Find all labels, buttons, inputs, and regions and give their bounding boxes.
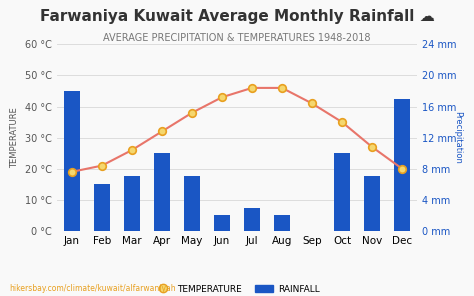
Bar [214,215,230,231]
Point [398,166,406,171]
Text: AVERAGE PRECIPITATION & TEMPERATURES 1948-2018: AVERAGE PRECIPITATION & TEMPERATURES 194… [103,33,371,43]
Point [278,86,286,90]
Bar [64,91,80,231]
Point [68,169,76,174]
Point [368,144,376,149]
Point [98,163,106,168]
Bar [184,176,200,231]
Text: hikersbay.com/climate/kuwait/alfarwaniyah: hikersbay.com/climate/kuwait/alfarwaniya… [9,284,176,293]
Point [158,129,166,134]
Bar [244,207,260,231]
Y-axis label: Precipitation: Precipitation [453,111,462,164]
Bar [274,215,290,231]
Bar [364,176,380,231]
Text: Farwaniya Kuwait Average Monthly Rainfall ☁: Farwaniya Kuwait Average Monthly Rainfal… [39,9,435,24]
Point [308,101,316,106]
Bar [394,99,410,231]
Point [248,86,256,90]
Point [188,110,196,115]
Point [338,120,346,125]
Point [128,148,136,152]
Bar [124,176,140,231]
Legend: TEMPERATURE, RAINFALL: TEMPERATURE, RAINFALL [151,281,323,296]
Bar [94,184,110,231]
Bar [154,153,170,231]
Bar [334,153,350,231]
Point [218,95,226,99]
Y-axis label: TEMPERATURE: TEMPERATURE [10,107,19,168]
